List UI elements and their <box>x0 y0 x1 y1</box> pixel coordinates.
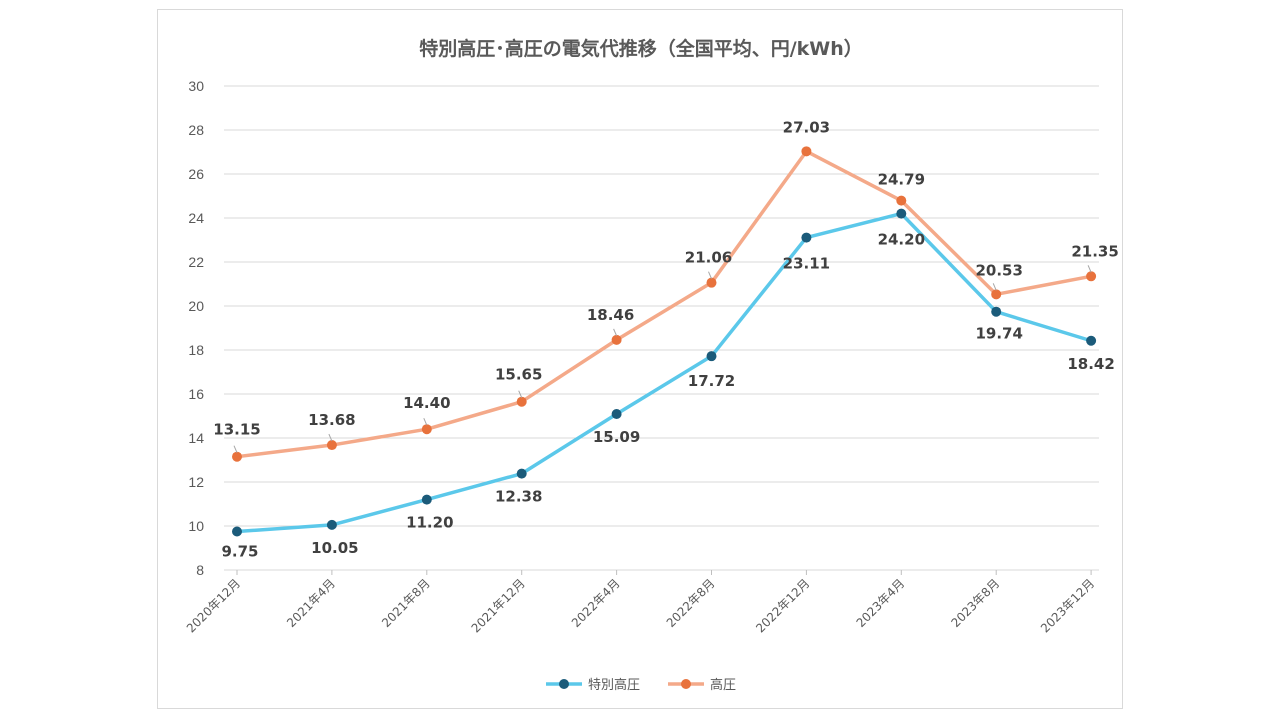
leader-line <box>708 271 712 279</box>
x-tick-label: 2022年12月 <box>753 576 812 635</box>
y-tick-label: 20 <box>188 298 204 314</box>
data-point <box>896 195 907 206</box>
leader-line <box>423 418 428 426</box>
x-tick-label: 2022年4月 <box>569 576 623 630</box>
y-tick-label: 28 <box>188 122 204 138</box>
data-label: 20.53 <box>975 261 1022 279</box>
legend-label: 高圧 <box>710 677 736 693</box>
y-tick-label: 14 <box>188 430 204 446</box>
data-point <box>801 232 812 243</box>
data-point <box>801 146 812 157</box>
data-point <box>991 289 1002 300</box>
leader-line <box>233 445 238 453</box>
leader-line <box>1087 265 1092 273</box>
grid-layer <box>224 85 1099 571</box>
y-tick-label: 24 <box>188 210 204 226</box>
x-tick-label: 2021年12月 <box>469 576 528 635</box>
x-axis-ticks: 2020年12月 2021年4月 2021年8月 2021年12月 2022年4月 202… <box>184 570 1097 635</box>
series-line-koatsu <box>235 149 1093 459</box>
data-label: 17.72 <box>688 372 735 390</box>
data-point <box>896 208 907 219</box>
y-tick-label: 30 <box>188 78 204 94</box>
y-tick-label: 26 <box>188 166 204 182</box>
data-label: 23.11 <box>783 255 830 273</box>
data-label: 13.68 <box>308 411 355 429</box>
data-point <box>326 519 337 530</box>
data-label: 15.65 <box>495 366 542 384</box>
series-line-tokubetsu-koatsu <box>235 211 1093 534</box>
x-tick-label: 2020年12月 <box>184 576 243 635</box>
y-tick-label: 12 <box>188 474 204 490</box>
data-point <box>232 526 242 537</box>
x-tick-label: 2023年4月 <box>854 576 908 630</box>
leader-line <box>613 328 618 337</box>
x-tick-label: 2023年8月 <box>948 576 1002 630</box>
data-label: 21.06 <box>685 249 732 267</box>
data-point <box>232 451 242 462</box>
data-point <box>611 334 622 345</box>
series-layer <box>232 146 1097 537</box>
y-tick-label: 8 <box>196 562 204 578</box>
y-tick-label: 16 <box>188 386 204 402</box>
x-tick-label: 2022年8月 <box>664 576 718 630</box>
data-label: 13.15 <box>213 421 260 439</box>
data-label: 24.79 <box>878 171 925 189</box>
y-tick-label: 18 <box>188 342 204 358</box>
legend: 特別高圧 高圧 <box>546 677 736 693</box>
data-point <box>1086 271 1097 282</box>
data-label: 14.40 <box>403 394 450 412</box>
data-point <box>706 351 717 362</box>
data-label: 10.05 <box>311 539 358 557</box>
data-label: 18.46 <box>587 306 634 324</box>
leader-line <box>328 433 333 442</box>
data-label: 19.74 <box>975 325 1022 343</box>
data-point <box>991 306 1002 317</box>
y-tick-label: 10 <box>188 518 204 534</box>
data-label-layer: 9.75 10.05 11.20 12.38 15.09 17.72 23.11 24.20 1… <box>213 118 1119 560</box>
data-point <box>1086 335 1097 346</box>
legend-label: 特別高圧 <box>588 677 640 693</box>
data-point <box>421 494 432 505</box>
legend-marker <box>559 679 569 689</box>
leader-line <box>992 283 997 291</box>
legend-marker <box>681 679 691 689</box>
data-point <box>326 440 337 451</box>
data-point <box>611 409 622 420</box>
x-tick-label: 2021年4月 <box>284 576 338 630</box>
data-label: 24.20 <box>878 231 925 249</box>
leader-line <box>518 390 523 398</box>
y-axis-ticks: 8 10 12 14 16 18 20 22 24 26 28 30 <box>188 78 204 578</box>
data-label: 18.42 <box>1067 355 1114 373</box>
data-label: 11.20 <box>406 514 453 532</box>
chart-frame: 特別高圧･高圧の電気代推移（全国平均、円/kWh） 8 10 12 14 16 18 20 2… <box>157 9 1123 709</box>
data-label: 9.75 <box>221 543 258 561</box>
data-label: 12.38 <box>495 488 542 506</box>
data-point <box>516 468 527 479</box>
data-label: 15.09 <box>593 428 640 446</box>
y-tick-label: 22 <box>188 254 204 270</box>
data-label: 27.03 <box>783 118 830 136</box>
chart-svg: 特別高圧･高圧の電気代推移（全国平均、円/kWh） 81012141618202… <box>184 37 1119 693</box>
chart-title: 特別高圧･高圧の電気代推移（全国平均、円/kWh） <box>419 37 863 60</box>
x-tick-label: 2023年12月 <box>1038 576 1097 635</box>
data-label: 21.35 <box>1071 242 1118 260</box>
data-point <box>706 277 717 288</box>
data-point <box>516 396 527 407</box>
data-point <box>421 424 432 435</box>
x-tick-label: 2021年8月 <box>379 576 433 630</box>
